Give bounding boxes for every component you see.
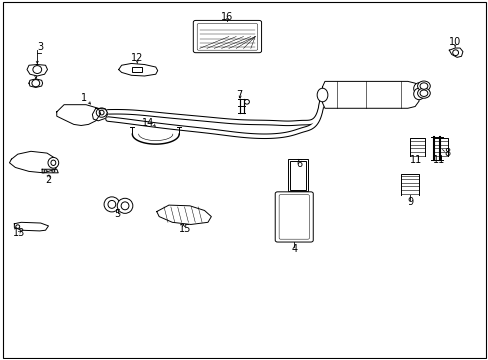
Ellipse shape (413, 88, 424, 100)
Text: 14: 14 (142, 118, 154, 128)
Polygon shape (57, 105, 101, 126)
Ellipse shape (51, 160, 56, 166)
Text: 6: 6 (295, 159, 302, 169)
Polygon shape (27, 64, 47, 76)
Polygon shape (9, 151, 58, 173)
Text: 5: 5 (114, 209, 121, 219)
Ellipse shape (121, 202, 129, 210)
Text: 11: 11 (432, 155, 445, 165)
Bar (290, 161, 305, 190)
Polygon shape (448, 48, 462, 57)
Ellipse shape (16, 225, 20, 228)
Ellipse shape (108, 201, 116, 208)
Ellipse shape (104, 197, 120, 212)
Text: 11: 11 (409, 155, 422, 165)
Polygon shape (92, 108, 108, 121)
Text: 1: 1 (81, 93, 86, 103)
Text: 12: 12 (131, 53, 143, 63)
Polygon shape (29, 79, 42, 87)
Ellipse shape (452, 50, 458, 55)
Ellipse shape (96, 108, 107, 117)
Ellipse shape (32, 80, 40, 87)
Ellipse shape (48, 157, 59, 168)
Text: 13: 13 (13, 228, 25, 238)
Text: 8: 8 (444, 148, 449, 158)
Text: 3: 3 (38, 42, 43, 52)
Text: 9: 9 (407, 197, 412, 207)
Polygon shape (119, 63, 158, 76)
Bar (132, 67, 142, 72)
FancyBboxPatch shape (275, 192, 313, 242)
FancyBboxPatch shape (193, 21, 261, 53)
Text: 16: 16 (221, 12, 233, 22)
Ellipse shape (419, 83, 427, 89)
Ellipse shape (413, 83, 424, 94)
Ellipse shape (44, 170, 47, 172)
Text: 7: 7 (236, 90, 242, 100)
Text: 4: 4 (290, 244, 297, 254)
Bar (288, 159, 307, 192)
Polygon shape (42, 169, 58, 173)
Ellipse shape (417, 81, 429, 91)
Polygon shape (157, 205, 211, 225)
Ellipse shape (417, 88, 429, 98)
Text: 15: 15 (179, 225, 191, 234)
Ellipse shape (117, 198, 133, 213)
Text: 2: 2 (45, 175, 52, 185)
Ellipse shape (244, 99, 249, 104)
Ellipse shape (99, 110, 104, 115)
Ellipse shape (317, 88, 327, 102)
Ellipse shape (33, 66, 41, 73)
Polygon shape (322, 81, 418, 108)
Polygon shape (14, 222, 48, 231)
Ellipse shape (419, 90, 427, 96)
Ellipse shape (52, 170, 55, 172)
Text: 10: 10 (448, 37, 460, 47)
